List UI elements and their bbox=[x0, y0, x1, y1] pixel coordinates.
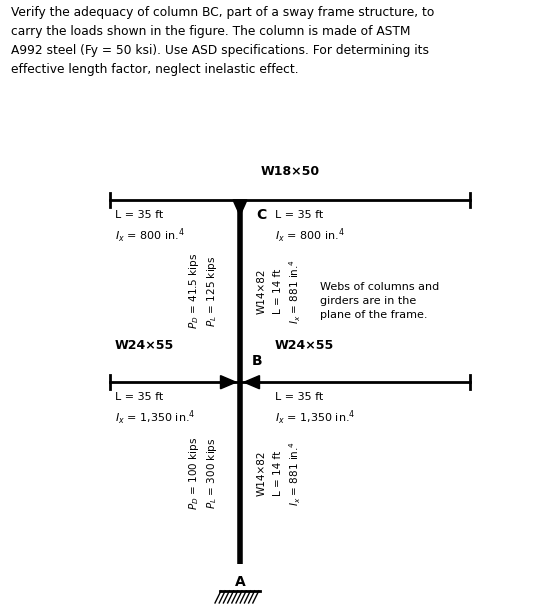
Text: W14×82: W14×82 bbox=[257, 451, 267, 496]
Text: $I_x$ = 881 in.$^4$: $I_x$ = 881 in.$^4$ bbox=[287, 258, 303, 324]
Text: W14×82: W14×82 bbox=[257, 268, 267, 314]
Text: Webs of columns and
girders are in the
plane of the frame.: Webs of columns and girders are in the p… bbox=[320, 282, 439, 320]
Text: B: B bbox=[252, 354, 262, 368]
Text: $P_D$ = 41.5 kips: $P_D$ = 41.5 kips bbox=[187, 253, 201, 329]
Text: C: C bbox=[256, 208, 266, 222]
Text: $I_x$ = 1,350 in.$^4$: $I_x$ = 1,350 in.$^4$ bbox=[115, 408, 195, 427]
Text: $I_x$ = 800 in.$^4$: $I_x$ = 800 in.$^4$ bbox=[275, 226, 344, 244]
Text: L = 35 ft: L = 35 ft bbox=[275, 392, 323, 402]
Text: $P_L$ = 300 kips: $P_L$ = 300 kips bbox=[205, 437, 219, 509]
Text: $I_x$ = 1,350 in.$^4$: $I_x$ = 1,350 in.$^4$ bbox=[275, 408, 355, 427]
Text: Verify the adequacy of column BC, part of a sway frame structure, to
carry the l: Verify the adequacy of column BC, part o… bbox=[11, 6, 434, 76]
Text: $I_x$ = 881 in.$^4$: $I_x$ = 881 in.$^4$ bbox=[287, 441, 303, 506]
Polygon shape bbox=[233, 200, 247, 215]
Text: L = 35 ft: L = 35 ft bbox=[115, 392, 163, 402]
Polygon shape bbox=[220, 376, 236, 389]
Text: W24×55: W24×55 bbox=[275, 339, 334, 352]
Text: A: A bbox=[234, 575, 245, 589]
Polygon shape bbox=[244, 376, 259, 389]
Text: W24×55: W24×55 bbox=[115, 339, 174, 352]
Text: L = 35 ft: L = 35 ft bbox=[275, 210, 323, 220]
Text: $P_L$ = 125 kips: $P_L$ = 125 kips bbox=[205, 255, 219, 327]
Text: L = 14 ft: L = 14 ft bbox=[273, 269, 283, 313]
Text: $I_x$ = 800 in.$^4$: $I_x$ = 800 in.$^4$ bbox=[115, 226, 185, 244]
Text: W18×50: W18×50 bbox=[260, 165, 320, 178]
Text: L = 14 ft: L = 14 ft bbox=[273, 451, 283, 496]
Text: L = 35 ft: L = 35 ft bbox=[115, 210, 163, 220]
Text: $P_D$ = 100 kips: $P_D$ = 100 kips bbox=[187, 437, 201, 510]
